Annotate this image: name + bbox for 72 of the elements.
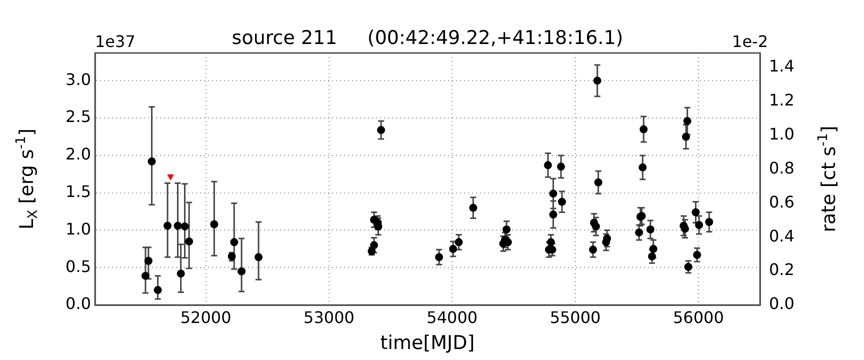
x-tick-label: 56000 — [672, 308, 724, 327]
y2-tick-label: 0.6 — [769, 192, 794, 212]
point — [592, 222, 600, 230]
point — [646, 225, 654, 234]
point — [377, 126, 386, 134]
point — [454, 238, 463, 246]
x-axis-title: time[MJD] — [380, 332, 475, 354]
point — [693, 250, 702, 259]
text: 1e-2 — [732, 32, 768, 52]
chart-title: source 211 (00:42:49.22,+41:18:16.1) — [232, 26, 624, 49]
x-tick-label: 52000 — [180, 308, 232, 327]
y-tick-label: 2.5 — [66, 107, 91, 126]
point — [638, 163, 647, 172]
y-tick-label: 1.5 — [66, 182, 91, 201]
point — [549, 190, 558, 198]
point — [164, 222, 172, 230]
y2-tick-label: 0.4 — [769, 226, 794, 246]
point — [549, 210, 558, 219]
point — [648, 252, 656, 260]
point — [210, 220, 218, 228]
point — [449, 244, 458, 253]
y2-tick-label: 0.8 — [769, 158, 794, 178]
y-tick-label: 0.0 — [66, 294, 91, 314]
y2-tick-label: 0.2 — [769, 260, 794, 280]
point — [176, 270, 185, 278]
point — [695, 220, 704, 229]
text: 1e37 — [95, 32, 136, 52]
point — [603, 234, 612, 242]
y2-tick-label: 1.4 — [769, 56, 794, 76]
point — [681, 224, 690, 233]
point — [593, 76, 602, 85]
point — [180, 222, 189, 230]
point — [705, 218, 714, 226]
point — [435, 253, 444, 262]
point — [692, 208, 700, 216]
point — [649, 244, 658, 253]
x-tick-label: 55000 — [550, 308, 601, 327]
y2-tick-label: 0.0 — [769, 294, 794, 314]
point — [683, 117, 692, 126]
point — [154, 286, 162, 294]
y2-axis-title: rate [ct s-1] — [816, 126, 840, 232]
point — [144, 256, 152, 265]
point — [556, 162, 565, 171]
y2-tick-label: 1.2 — [769, 90, 794, 110]
y-tick-label: 0.5 — [66, 256, 91, 276]
point — [682, 132, 690, 141]
x-tick-label: 53000 — [304, 308, 354, 327]
point — [141, 272, 150, 280]
point — [469, 204, 478, 212]
point — [589, 246, 598, 254]
x-tick-label: 54000 — [426, 308, 478, 327]
point — [370, 241, 378, 250]
point — [174, 222, 182, 230]
y-tick-label: 2.0 — [66, 144, 91, 164]
y-axis-title: LX [erg s-1] — [14, 128, 42, 230]
y-tick-label: 3.0 — [66, 70, 91, 89]
point — [230, 238, 238, 246]
point — [502, 225, 511, 234]
point — [684, 262, 692, 271]
point — [544, 161, 552, 170]
point — [167, 174, 174, 180]
point — [546, 238, 555, 246]
point — [148, 157, 156, 166]
y-tick-label: 1.0 — [66, 219, 91, 238]
point — [238, 267, 246, 276]
y2-tick-label: 1.0 — [769, 124, 794, 144]
point — [185, 237, 194, 246]
point — [254, 253, 263, 262]
point — [635, 228, 644, 236]
point — [558, 198, 566, 206]
point — [640, 125, 648, 134]
point — [594, 178, 602, 186]
